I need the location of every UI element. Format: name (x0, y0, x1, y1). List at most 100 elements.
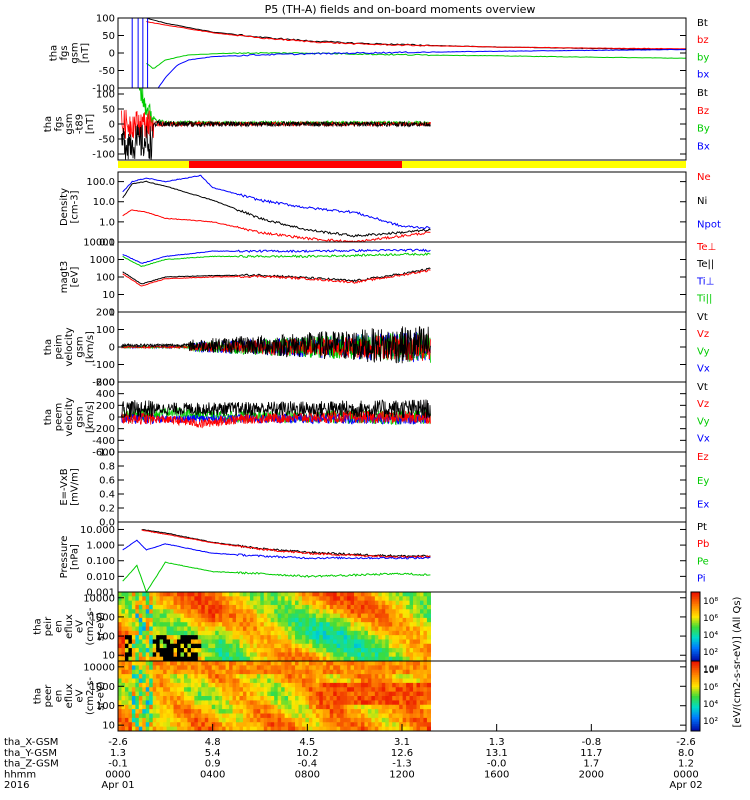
electron-heatmap-cell (295, 717, 300, 723)
electron-heatmap-cell (388, 696, 393, 701)
electron-heatmap-cell (402, 709, 407, 715)
electron-heatmap-cell (156, 696, 161, 701)
electron-heatmap-cell (336, 704, 341, 710)
electron-heatmap-cell (392, 709, 397, 715)
ion-heatmap-cell (281, 656, 286, 661)
colorbar-cell (691, 597, 700, 600)
ylabel-line: -t89 (75, 114, 86, 134)
ion-heatmap-cell (305, 639, 310, 645)
electron-heatmap-cell (378, 726, 383, 731)
electron-heatmap-cell (239, 726, 244, 731)
ion-heatmap-cell (385, 652, 390, 658)
ion-heatmap-cell (121, 604, 126, 610)
ion-heatmap-cell (301, 613, 307, 619)
ion-heatmap-cell (419, 626, 425, 632)
electron-heatmap-cell (197, 726, 202, 731)
electron-heatmap-cell (138, 726, 143, 731)
ion-heatmap-cell (395, 596, 400, 602)
electron-heatmap-cell (423, 691, 428, 697)
electron-heatmap-cell (215, 713, 220, 719)
electron-heatmap-cell (402, 687, 407, 693)
ion-heatmap-cell (333, 613, 338, 619)
electron-heatmap-cell (222, 717, 227, 723)
ion-heatmap-cell (124, 613, 130, 619)
ion-heatmap-cell (194, 639, 199, 645)
colorbar-cell (691, 643, 700, 646)
ion-heatmap-cell (329, 604, 334, 610)
ion-heatmap-cell (388, 622, 393, 628)
ion-heatmap-cell (225, 656, 230, 661)
ion-heatmap-cell (253, 652, 258, 658)
ion-heatmap-cell (426, 652, 431, 658)
electron-heatmap-cell (360, 704, 366, 710)
electron-heatmap-cell (152, 669, 157, 675)
electron-heatmap-cell (260, 669, 265, 675)
ion-heatmap-cell (222, 596, 227, 602)
electron-heatmap-cell (229, 691, 234, 697)
ion-heatmap-cell (124, 609, 130, 615)
fgs-dbfield-traces (121, 88, 431, 160)
ion-heatmap-cell (118, 609, 123, 615)
ion-heatmap-cell (173, 613, 178, 619)
ion-heatmap-cell (180, 596, 185, 602)
ion-heatmap-cell (246, 639, 251, 645)
electron-heatmap-cell (187, 674, 192, 680)
ion-heatmap-cell (305, 626, 310, 632)
ytick-label: 0.010 (86, 572, 115, 583)
electron-heatmap-cell (222, 661, 227, 666)
ion-heatmap-cell (267, 604, 272, 610)
electron-heatmap-cell (392, 713, 397, 719)
ion-heatmap-cell (326, 639, 331, 645)
ion-heatmap-cell (267, 652, 272, 658)
ion-heatmap-cell (222, 592, 227, 597)
ion-heatmap-cell (281, 600, 286, 606)
electron-heatmap-cell (166, 713, 171, 719)
ion-heatmap-cell (270, 604, 275, 610)
ion-heatmap-cell (170, 596, 175, 602)
ion-heatmap-cell (319, 643, 324, 649)
ion-heatmap-cell (315, 622, 320, 628)
electron-heatmap-cell (281, 717, 286, 723)
electron-heatmap-cell (298, 704, 303, 710)
ion-heatmap-cell (218, 656, 223, 661)
legend-entry: Pi (697, 574, 706, 585)
electron-heatmap-cell (291, 669, 296, 675)
electron-heatmap-cell (128, 661, 133, 666)
ylabel-line: tha (33, 688, 44, 704)
electron-heatmap-cell (232, 696, 237, 701)
electron-heatmap-cell (204, 665, 209, 671)
electron-heatmap-cell (315, 661, 320, 666)
panel-frame-pressure (117, 521, 687, 593)
electron-heatmap-cell (364, 713, 369, 719)
ion-heatmap-cell (409, 592, 414, 597)
electron-heatmap-cell (281, 722, 286, 728)
electron-heatmap-cell (326, 669, 331, 675)
electron-heatmap-cell (263, 678, 268, 684)
electron-heatmap-cell (354, 726, 359, 731)
electron-heatmap-cell (343, 700, 348, 706)
ion-heatmap-cell (236, 600, 241, 606)
electron-heatmap-cell (343, 682, 348, 688)
electron-heatmap-cell (131, 682, 136, 688)
ion-heatmap-cell (367, 613, 372, 619)
ion-heatmap-cell (149, 604, 154, 610)
ion-heatmap-cell (218, 617, 223, 623)
electron-heatmap-cell (281, 687, 286, 693)
electron-heatmap-cell (246, 665, 251, 671)
electron-heatmap-cell (326, 696, 331, 701)
electron-heatmap-cell (416, 687, 421, 693)
ion-heatmap-cell (159, 643, 164, 649)
electron-heatmap-cell (409, 669, 414, 675)
ion-heatmap-cell (239, 639, 244, 645)
ion-heatmap-cell (413, 600, 418, 606)
ion-heatmap-cell (295, 592, 300, 597)
electron-heatmap-cell (215, 674, 220, 680)
electron-heatmap-cell (374, 691, 379, 697)
electron-heatmap-cell (222, 687, 227, 693)
electron-heatmap-cell (135, 674, 140, 680)
ion-heatmap-cell (256, 639, 261, 645)
ion-heatmap-cell (180, 613, 185, 619)
ion-heatmap-cell (142, 639, 147, 645)
legend-entry: Vt (697, 382, 708, 393)
electron-heatmap-cell (177, 661, 182, 666)
